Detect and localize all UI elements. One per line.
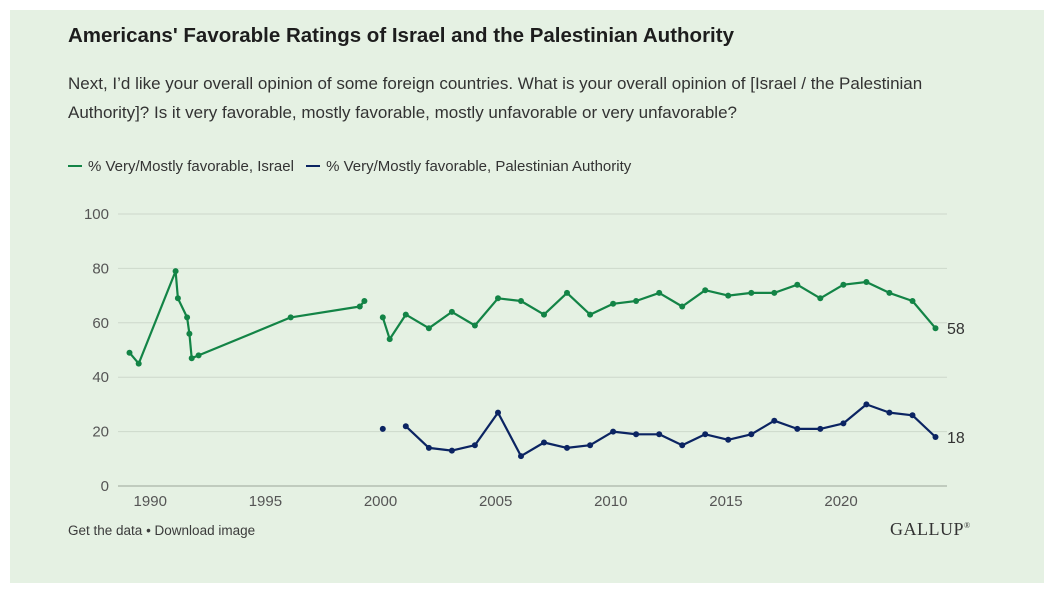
gallup-logo-text: GALLUP [890,519,964,539]
data-point-israel-0-9 [356,303,363,310]
data-point-israel-1-3 [425,325,432,332]
data-point-palestinian-authority-1-22 [909,412,916,419]
chart-card [10,10,1044,583]
data-point-israel-1-11 [610,300,617,307]
data-point-israel-1-14 [679,303,686,310]
data-point-israel-1-15 [702,287,709,294]
gallup-logo-mark: ® [964,521,971,530]
end-label-palestinian-authority: 18 [947,430,965,447]
data-point-israel-0-1 [135,360,142,367]
get-data-link[interactable]: Get the data [68,523,143,538]
download-image-link[interactable]: Download image [154,523,256,538]
data-point-israel-0-0 [126,349,133,356]
legend-item-israel: % Very/Mostly favorable, Israel [68,158,294,175]
data-point-israel-1-22 [863,279,870,285]
series-line-israel-0 [128,270,366,365]
y-tick-label-80: 80 [92,260,109,277]
y-tick-label-40: 40 [92,369,109,386]
x-tick-label-2010: 2010 [594,493,627,510]
series-line-israel-1 [381,280,937,341]
data-point-israel-0-3 [174,295,181,302]
data-point-palestinian-authority-1-3 [471,442,478,449]
data-point-palestinian-authority-1-8 [587,442,594,449]
data-point-israel-1-18 [771,289,778,296]
data-point-palestinian-authority-1-0 [402,423,409,430]
data-point-israel-1-25 [932,325,939,332]
data-point-israel-1-17 [748,289,755,296]
legend-label-palestinian-authority: % Very/Mostly favorable, Palestinian Aut… [326,157,632,175]
data-point-israel-1-2 [402,311,409,318]
data-point-israel-1-0 [379,314,386,321]
end-label-israel: 58 [947,321,965,338]
data-point-palestinian-authority-0-0 [379,425,386,432]
data-point-israel-1-5 [471,322,478,329]
chart-legend: % Very/Mostly favorable, Israel % Very/M… [68,154,639,175]
data-point-palestinian-authority-1-13 [702,431,709,438]
legend-swatch-palestinian-authority [306,165,321,167]
data-point-israel-0-2 [172,268,179,275]
data-point-israel-1-7 [518,298,524,304]
series-line-palestinian-authority-1 [404,403,937,458]
data-point-israel-1-8 [541,311,547,318]
x-tick-label-2015: 2015 [709,493,742,510]
data-point-israel-0-8 [287,314,294,321]
data-point-israel-1-10 [587,311,594,318]
data-point-israel-0-4 [184,314,191,321]
data-point-palestinian-authority-1-9 [610,428,617,435]
data-point-israel-1-6 [495,295,501,302]
data-point-palestinian-authority-1-19 [840,420,847,427]
data-point-palestinian-authority-1-14 [725,436,732,443]
data-point-israel-1-20 [817,295,824,302]
chart-subtitle: Next, I’d like your overall opinion of s… [68,74,923,122]
chart-title: Americans' Favorable Ratings of Israel a… [68,24,734,47]
legend-item-palestinian-authority: % Very/Mostly favorable, Palestinian Aut… [306,158,631,175]
data-point-israel-1-12 [633,298,640,304]
data-point-palestinian-authority-1-16 [771,417,778,424]
data-point-palestinian-authority-1-10 [633,431,640,438]
data-point-israel-0-5 [186,330,193,337]
footer-links: Get the data • Download image [68,523,255,538]
x-tick-label-2000: 2000 [364,493,397,510]
y-tick-label-0: 0 [101,478,109,495]
y-tick-label-60: 60 [92,315,109,332]
data-point-palestinian-authority-1-23 [932,434,939,440]
data-point-palestinian-authority-1-11 [656,431,663,438]
data-point-palestinian-authority-1-18 [817,425,824,432]
data-point-palestinian-authority-1-1 [425,444,432,451]
x-tick-label-1990: 1990 [134,493,167,510]
legend-swatch-israel [68,165,82,167]
x-tick-label-2005: 2005 [479,493,512,510]
data-point-israel-1-1 [386,336,393,343]
data-point-israel-0-6 [188,355,195,362]
data-point-israel-1-16 [725,292,732,299]
data-point-israel-1-24 [909,298,916,304]
data-point-palestinian-authority-1-15 [748,431,755,438]
data-point-palestinian-authority-1-20 [863,401,870,408]
data-point-israel-1-4 [448,308,455,315]
data-point-israel-1-23 [886,289,893,296]
y-tick-label-20: 20 [92,424,109,441]
data-point-israel-1-19 [794,281,801,288]
data-point-palestinian-authority-1-5 [518,453,524,460]
data-point-palestinian-authority-1-21 [886,409,893,416]
gallup-logo: GALLUP® [890,519,971,540]
data-point-palestinian-authority-1-17 [794,425,801,432]
footer-separator: • [142,523,155,538]
data-point-israel-1-21 [840,281,847,288]
data-point-palestinian-authority-1-2 [448,447,455,454]
y-tick-label-100: 100 [84,206,109,223]
data-point-palestinian-authority-1-6 [541,439,547,446]
data-point-palestinian-authority-1-4 [495,409,501,416]
data-point-israel-1-13 [656,289,663,296]
data-point-palestinian-authority-1-7 [564,444,570,451]
legend-label-israel: % Very/Mostly favorable, Israel [88,157,294,175]
data-point-israel-0-7 [195,352,202,359]
x-tick-label-2020: 2020 [824,493,857,510]
x-tick-label-1995: 1995 [249,493,282,510]
data-point-israel-1-9 [564,289,570,296]
data-point-palestinian-authority-1-12 [679,442,686,449]
data-point-israel-0-10 [361,298,368,304]
